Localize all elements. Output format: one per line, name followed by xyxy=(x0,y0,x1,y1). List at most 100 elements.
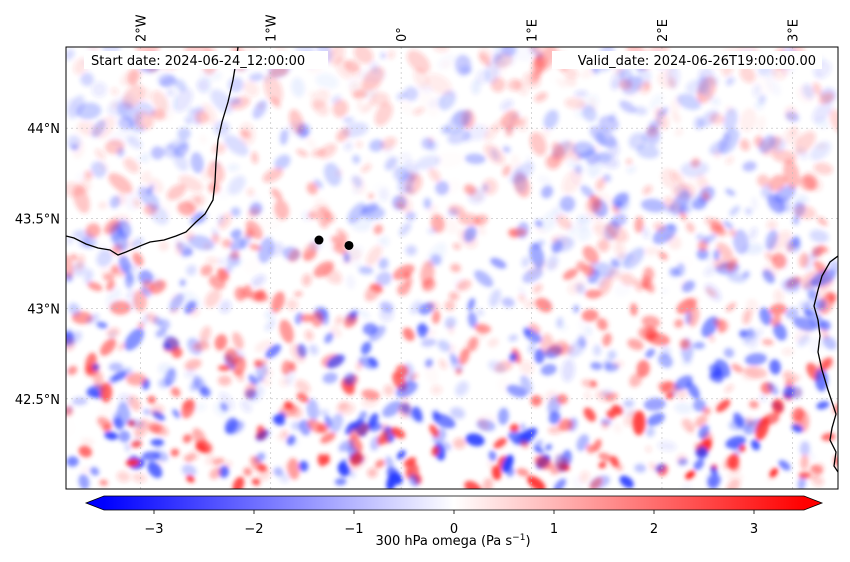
omega-cell xyxy=(641,226,650,239)
omega-cell xyxy=(786,276,801,290)
omega-cell xyxy=(139,170,152,183)
omega-cell xyxy=(66,236,74,245)
omega-cell xyxy=(704,249,716,264)
omega-cell xyxy=(674,318,684,328)
omega-cell xyxy=(521,256,530,268)
lon-label: 1°W xyxy=(265,14,280,42)
omega-cell xyxy=(421,137,434,150)
omega-cell xyxy=(641,280,650,290)
omega-cell xyxy=(296,392,309,403)
omega-cell xyxy=(623,247,645,270)
omega-cell xyxy=(291,406,303,419)
omega-cell xyxy=(708,334,715,343)
omega-cell xyxy=(118,430,131,443)
omega-cell xyxy=(564,75,577,87)
omega-cell xyxy=(725,435,746,449)
omega-cell xyxy=(791,407,805,422)
omega-cell xyxy=(752,84,761,98)
omega-cell xyxy=(765,251,776,263)
omega-cell xyxy=(262,167,284,183)
omega-cell xyxy=(642,185,653,196)
omega-cell xyxy=(248,291,269,303)
omega-cell xyxy=(467,311,478,328)
omega-cell xyxy=(317,423,329,434)
omega-cell xyxy=(132,252,144,267)
omega-cell xyxy=(254,359,263,367)
omega-cell xyxy=(358,266,374,275)
map-frame xyxy=(65,46,839,490)
omega-cell xyxy=(561,358,576,383)
omega-cell xyxy=(645,426,655,437)
omega-cell xyxy=(196,79,210,92)
omega-cell xyxy=(279,377,290,387)
omega-cell xyxy=(538,209,561,233)
omega-cell xyxy=(133,198,141,208)
omega-cell xyxy=(280,429,289,438)
omega-cell xyxy=(166,184,186,201)
omega-cell xyxy=(224,264,233,274)
omega-cell xyxy=(429,424,439,438)
omega-cell xyxy=(739,329,748,338)
omega-cell xyxy=(186,264,197,276)
omega-cell xyxy=(812,101,833,123)
omega-cell xyxy=(271,291,285,313)
omega-cell xyxy=(322,372,338,384)
omega-cell xyxy=(229,238,246,252)
omega-cell xyxy=(574,89,588,98)
omega-cell xyxy=(670,390,678,397)
omega-cell xyxy=(208,160,225,184)
omega-cell xyxy=(248,374,258,386)
omega-cell xyxy=(184,367,196,379)
omega-cell xyxy=(368,412,379,429)
omega-cell xyxy=(403,457,417,468)
omega-cell xyxy=(822,335,837,350)
omega-cell xyxy=(641,315,661,329)
omega-cell xyxy=(534,92,548,103)
gridlines xyxy=(66,47,838,489)
omega-cell xyxy=(186,475,195,483)
omega-cell xyxy=(138,186,160,210)
omega-cell xyxy=(756,66,777,79)
omega-cell xyxy=(218,258,226,266)
omega-cell xyxy=(697,76,711,96)
omega-cell xyxy=(587,195,602,213)
omega-cell xyxy=(782,348,794,356)
omega-cell xyxy=(794,205,817,220)
omega-cell xyxy=(619,402,636,417)
omega-cell xyxy=(797,475,807,489)
omega-cell xyxy=(99,479,108,486)
omega-cell xyxy=(181,464,197,477)
omega-cell xyxy=(463,226,477,243)
omega-cell xyxy=(593,439,602,452)
omega-cell xyxy=(772,252,787,269)
omega-cell xyxy=(146,184,155,195)
omega-cell xyxy=(661,167,677,189)
omega-cell xyxy=(540,363,557,376)
omega-cell xyxy=(131,472,147,483)
omega-cell xyxy=(768,191,786,212)
omega-cell xyxy=(450,263,461,273)
omega-cell xyxy=(104,431,118,440)
omega-cell xyxy=(345,274,356,290)
omega-cell xyxy=(769,468,779,478)
omega-cell xyxy=(477,417,489,431)
omega-cell xyxy=(287,457,300,480)
omega-cell xyxy=(353,47,374,64)
omega-cell xyxy=(360,341,372,355)
lat-label: 43°N xyxy=(27,303,60,318)
omega-cell xyxy=(811,475,824,487)
omega-cell xyxy=(351,175,363,187)
colorbar-tick-label: −3 xyxy=(144,522,163,537)
omega-cell xyxy=(575,283,587,295)
omega-cell xyxy=(72,185,90,214)
omega-cell xyxy=(670,190,690,216)
omega-cell xyxy=(767,382,779,396)
omega-cell xyxy=(182,400,193,411)
omega-cell xyxy=(380,137,397,150)
omega-cell xyxy=(335,315,344,325)
omega-cell xyxy=(289,361,296,372)
omega-cell xyxy=(634,463,646,473)
latitude-labels: 44°N 43.5°N 43°N 42.5°N xyxy=(15,122,60,408)
omega-cell xyxy=(586,444,596,454)
omega-cell xyxy=(450,407,465,419)
